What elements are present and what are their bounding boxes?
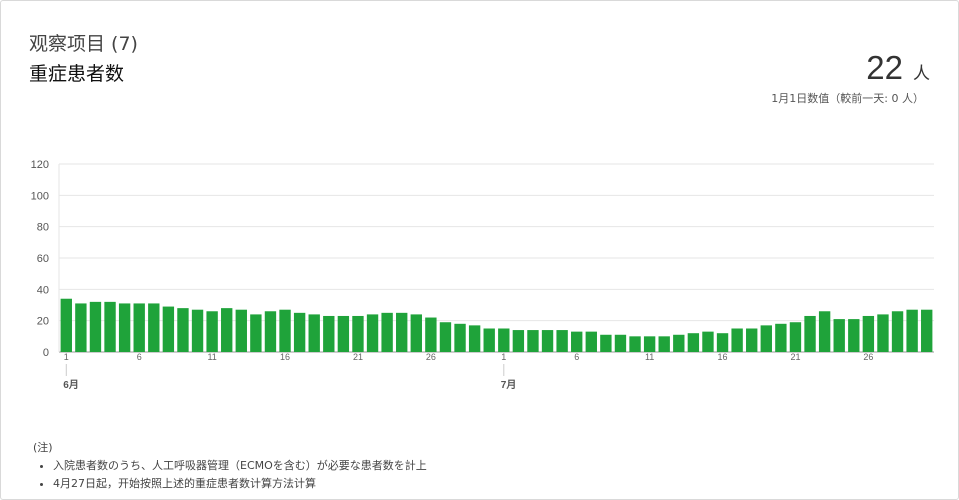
bar [264,311,277,352]
x-tick-label: 16 [718,352,728,362]
bar [746,328,758,352]
bar [118,303,131,352]
y-tick-label: 100 [31,190,49,202]
bar [337,315,350,352]
bar [75,303,87,352]
month-label: 6月 [63,379,79,391]
bar [775,323,787,352]
x-tick-label: 1 [64,352,69,362]
bar [308,314,320,352]
bar [702,331,714,352]
y-tick-label: 0 [43,347,49,359]
bar [104,301,116,352]
bar [235,309,247,352]
bar [206,311,218,352]
bar [731,328,743,352]
bar [760,325,772,352]
bar [323,315,335,352]
notes-list: 入院患者数のうち、人工呼吸器管理（ECMOを含む）が必要な患者数を計上 4月27… [33,459,427,491]
x-tick-label: 21 [353,352,363,362]
y-tick-label: 20 [37,316,49,328]
bar [352,315,364,352]
y-tick-label: 80 [37,222,49,234]
bar [454,323,466,352]
y-tick-label: 60 [37,253,49,265]
bar [410,314,422,352]
bar [629,336,641,352]
x-tick-label: 1 [501,352,506,362]
x-tick-label: 11 [207,352,216,362]
bar [687,333,700,352]
bar [716,333,729,352]
bar [818,311,831,352]
bar [556,330,568,352]
bar [877,314,889,352]
y-tick-label: 40 [37,284,49,296]
bar [673,334,685,352]
bar [148,303,160,352]
month-label: 7月 [501,379,517,391]
bar [250,314,262,352]
bar [600,334,612,352]
notes-label: (注) [33,441,53,454]
bar [512,330,525,352]
bar [483,328,495,352]
bar [89,301,102,352]
bar [614,334,627,352]
bar [585,331,597,352]
bar [571,331,583,352]
x-tick-label: 11 [645,352,654,362]
summary-subtitle: 1月1日数值（較前一天: 0 人） [771,92,924,105]
bar [439,322,452,352]
bar [498,328,510,352]
bar [541,330,554,352]
bar [862,315,875,352]
bar [60,298,72,352]
x-tick-label: 16 [280,352,290,362]
summary-unit: 人 [913,64,930,84]
bar [279,309,291,352]
bar [789,322,802,352]
note-item: 4月27日起，开始按照上述的重症患者数计算方法计算 [53,477,427,491]
note-item: 入院患者数のうち、人工呼吸器管理（ECMOを含む）が必要な患者数を計上 [53,459,427,473]
bar [366,314,379,352]
bar [177,308,189,352]
bar [921,309,933,352]
x-tick-label: 6 [137,352,142,362]
bar [425,317,437,352]
x-tick-label: 21 [790,352,800,362]
bar [293,312,306,352]
y-tick-label: 120 [31,159,49,171]
notes-section: (注) 入院患者数のうち、人工呼吸器管理（ECMOを含む）が必要な患者数を計上 … [33,439,427,495]
bar [658,336,670,352]
bar [643,336,656,352]
bar [396,312,408,352]
chart-title: 重症患者数 [29,63,125,85]
bar [133,303,145,352]
bar [527,330,539,352]
bar [891,311,904,352]
bar [804,315,816,352]
bar [833,319,845,352]
x-tick-label: 6 [574,352,579,362]
bar [848,319,860,352]
bar [221,308,233,352]
bar [191,309,204,352]
bar [468,325,481,352]
bar [381,312,393,352]
bar [162,306,175,352]
summary-number: 22 [866,49,903,86]
category-label: 观察项目 (7) [29,33,138,55]
x-tick-label: 26 [863,352,873,362]
x-tick-label: 26 [426,352,436,362]
bar [906,309,918,352]
summary-value: 22 人 [866,49,930,87]
